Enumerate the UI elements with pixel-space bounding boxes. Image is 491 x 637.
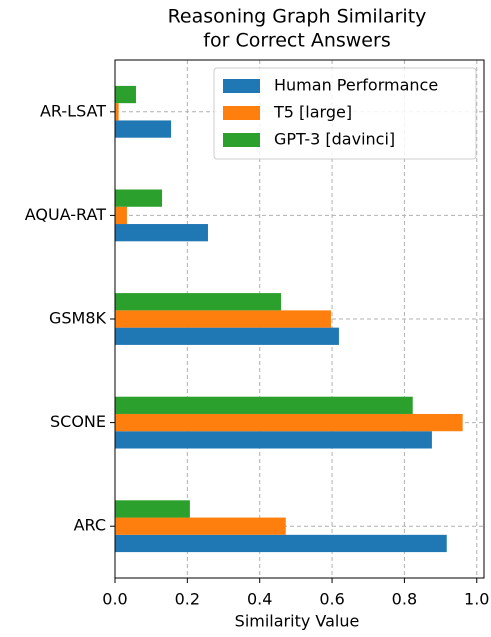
legend: Human Performance T5 [large] GPT-3 [davinc…: [213, 67, 477, 160]
bar: [115, 224, 208, 242]
legend-label: Human Performance: [274, 76, 438, 95]
bar: [115, 293, 282, 311]
bar: [115, 189, 163, 207]
x-tick-label: 1.0: [464, 590, 489, 609]
legend-swatch: [223, 79, 260, 93]
bar: [115, 534, 447, 553]
legend-box: [213, 67, 477, 160]
bar: [115, 327, 339, 345]
x-tick-label: 0.4: [247, 590, 272, 609]
y-tick-label: AR-LSAT: [40, 101, 106, 120]
chart-title: for Correct Answers: [203, 30, 390, 52]
y-tick-label: ARC: [74, 516, 106, 535]
bar: [115, 517, 286, 535]
legend-label: T5 [large]: [273, 103, 352, 122]
bar: [115, 206, 127, 225]
x-tick-label: 0.6: [319, 590, 344, 609]
bar: [115, 120, 172, 138]
bar: [115, 85, 136, 104]
bar: [115, 500, 190, 518]
legend-label: GPT-3 [davinci]: [274, 130, 395, 149]
x-tick-label: 0.0: [102, 590, 127, 609]
y-tick-label: GSM8K: [49, 309, 107, 328]
legend-swatch: [223, 133, 260, 147]
bar: [115, 103, 119, 121]
y-tick-label: AQUA-RAT: [25, 205, 107, 224]
x-axis-label: Similarity Value: [235, 612, 360, 631]
y-tick-label: SCONE: [50, 412, 106, 431]
legend-swatch: [223, 106, 260, 120]
bar: [115, 396, 413, 414]
x-tick-label: 0.8: [392, 590, 417, 609]
bar: [115, 413, 463, 432]
bar: [115, 431, 432, 449]
bar: [115, 310, 331, 328]
plot-frame: [114, 59, 485, 579]
x-tick-label: 0.2: [175, 590, 200, 609]
chart-title: Reasoning Graph Similarity: [168, 6, 427, 28]
